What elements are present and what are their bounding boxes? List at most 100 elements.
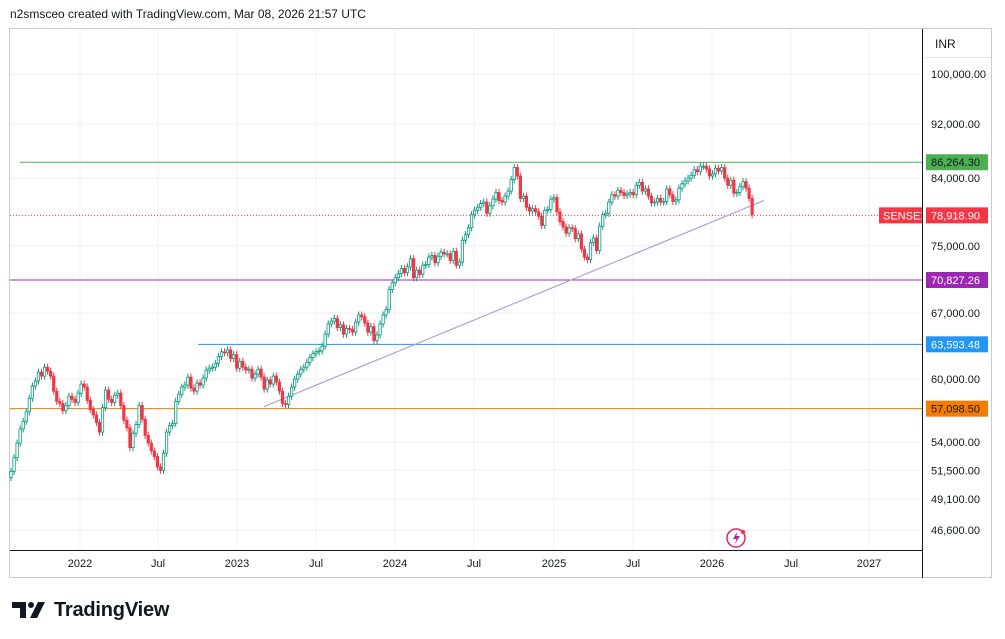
- candle-body: [540, 215, 544, 226]
- candle-body: [402, 268, 407, 274]
- candle-body: [460, 239, 465, 263]
- grid: [10, 29, 922, 550]
- candle-body: [52, 375, 56, 392]
- candle-body: [195, 382, 199, 392]
- level-price-tag: [926, 336, 988, 353]
- candle-body: [466, 227, 471, 236]
- candle-body: [274, 375, 278, 383]
- candle-body: [689, 174, 693, 179]
- candle-body: [726, 177, 730, 186]
- candle-body: [399, 268, 404, 274]
- candle-body: [24, 411, 28, 422]
- candle-body: [515, 167, 519, 177]
- candle-body: [457, 261, 461, 266]
- candle-body: [659, 197, 663, 203]
- x-tick-label: 2026: [700, 558, 724, 570]
- x-tick-label: 2025: [542, 558, 566, 570]
- candle-body: [491, 198, 495, 207]
- candle-body: [537, 211, 541, 217]
- candle-body: [134, 424, 138, 434]
- symbol-tag: [879, 207, 923, 224]
- candle-body: [656, 197, 660, 203]
- candle-body: [585, 256, 590, 260]
- candle-body: [323, 333, 327, 347]
- candle-body: [36, 371, 41, 382]
- candle-body: [76, 392, 80, 403]
- candle-body: [408, 258, 413, 268]
- candle-body: [680, 183, 684, 189]
- candle-body: [33, 380, 38, 387]
- event-icon[interactable]: [726, 528, 746, 548]
- candle-body: [225, 349, 230, 354]
- candle-body: [55, 390, 59, 402]
- candle-body: [363, 316, 367, 324]
- horizontal-levels: 86,264.30 70,827.26 63,593.48 57,098.50 SENS…: [10, 154, 988, 417]
- candle-body: [710, 173, 715, 177]
- x-tick-label: Jul: [784, 558, 798, 570]
- chart-header: n2smsceo created with TradingView.com, M…: [10, 7, 366, 21]
- candle-body: [12, 457, 16, 472]
- candle-body: [610, 194, 614, 203]
- candle-body: [360, 314, 364, 318]
- candle-body: [183, 384, 187, 388]
- candle-body: [652, 201, 657, 204]
- candle-body: [238, 361, 242, 369]
- candle-body: [302, 366, 306, 370]
- y-tick-label: 51,500.00: [931, 465, 980, 477]
- level-price-label: 70,827.26: [931, 275, 980, 287]
- candle-body: [107, 389, 111, 400]
- x-tick-label: Jul: [467, 558, 481, 570]
- candle-body: [387, 289, 391, 311]
- candle-body: [366, 322, 370, 333]
- candle-body: [595, 237, 599, 251]
- candle-body: [427, 256, 431, 265]
- candle-body: [332, 318, 336, 322]
- candle-body: [558, 211, 562, 223]
- candle-body: [668, 188, 672, 196]
- candle-body: [27, 397, 31, 413]
- candle-body: [646, 188, 651, 197]
- candle-body: [512, 167, 516, 180]
- last-price-tag: [926, 207, 988, 224]
- candle-body: [219, 351, 224, 357]
- candle-body: [375, 334, 379, 341]
- candle-body: [683, 180, 687, 185]
- candle-body: [265, 379, 269, 390]
- tradingview-logo[interactable]: TradingView: [12, 597, 169, 623]
- candle-body: [88, 399, 92, 411]
- candle-body: [244, 366, 248, 371]
- candle-body: [241, 361, 245, 368]
- y-tick-label: 100,000.00: [931, 69, 986, 81]
- candle-body: [110, 398, 114, 403]
- x-tick-label: 2023: [225, 558, 249, 570]
- candle-body: [116, 392, 120, 396]
- candle-body: [329, 320, 333, 325]
- candle-body: [146, 434, 150, 444]
- candle-body: [308, 357, 312, 363]
- candle-body: [119, 392, 123, 406]
- candle-body: [73, 398, 77, 403]
- candle-body: [259, 368, 263, 378]
- candle-body: [85, 386, 89, 401]
- candle-body: [601, 214, 605, 227]
- candle-body: [469, 214, 474, 229]
- candle-body: [256, 368, 260, 375]
- candle-body: [720, 167, 724, 172]
- currency-label[interactable]: INR: [925, 30, 991, 58]
- x-tick-label: 2027: [857, 558, 881, 570]
- candle-body: [631, 192, 635, 196]
- candle-body: [421, 264, 425, 275]
- candle-body: [46, 366, 50, 372]
- candle-body: [344, 328, 349, 335]
- candle-body: [296, 373, 300, 380]
- candle-body: [15, 442, 19, 459]
- candle-body: [701, 165, 705, 168]
- candle-body: [174, 400, 178, 424]
- candle-body: [164, 431, 169, 454]
- candle-body: [384, 309, 388, 316]
- candle-body: [64, 405, 68, 412]
- candle-body: [357, 314, 361, 323]
- candle-body: [476, 206, 480, 211]
- last-price-label: 78,918.90: [931, 210, 980, 222]
